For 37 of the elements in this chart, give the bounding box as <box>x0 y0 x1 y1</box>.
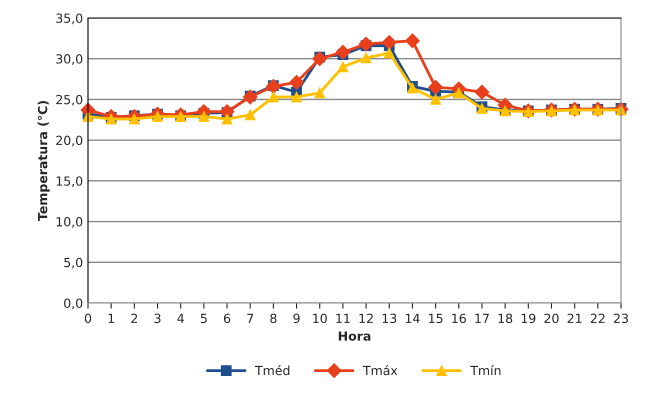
x-tick-label: 13 <box>382 314 396 324</box>
x-tick-label: 3 <box>154 314 160 324</box>
x-tick-label: 17 <box>475 314 489 323</box>
x-tick-label: 19 <box>522 314 536 324</box>
x-tick-label: 18 <box>498 314 512 324</box>
x-tick-label: 0 <box>84 314 92 324</box>
y-tick-label: 35,0 <box>56 13 82 24</box>
x-tick-label: 9 <box>293 314 300 324</box>
x-tick-label: 23 <box>614 314 628 324</box>
x-tick-label: 8 <box>270 314 277 324</box>
x-tick-label: 14 <box>406 314 420 323</box>
y-tick-label: 20,0 <box>56 136 82 146</box>
y-tick-label: 30,0 <box>56 54 82 65</box>
legend-label: Tmáx <box>362 365 398 376</box>
x-axis-title: Hora <box>338 331 370 341</box>
x-tick-label: 15 <box>429 314 442 324</box>
x-tick-label: 21 <box>568 314 582 323</box>
x-tick-label: 20 <box>544 314 559 324</box>
x-tick-label: 7 <box>247 314 254 323</box>
x-tick-label: 22 <box>590 314 605 323</box>
y-tick-label: 15,0 <box>56 176 82 188</box>
x-tick-label: 10 <box>313 314 327 324</box>
x-tick-label: 16 <box>452 314 466 324</box>
y-tick-label: 5,0 <box>64 258 82 268</box>
x-tick-label: 6 <box>224 314 230 324</box>
x-tick-label: 5 <box>200 314 207 324</box>
y-tick-label: 10,0 <box>56 217 82 228</box>
legend-label: Tméd <box>254 365 290 376</box>
x-tick-label: 12 <box>360 314 373 323</box>
y-tick-label: 25,0 <box>56 94 82 106</box>
x-tick-label: 1 <box>108 314 114 323</box>
y-tick-label: 0,0 <box>64 298 82 310</box>
legend-label: Tmín <box>470 365 500 376</box>
y-axis-title: Temperatura (°C) <box>38 101 50 221</box>
x-tick-label: 11 <box>336 314 350 323</box>
x-tick-label: 4 <box>177 314 184 323</box>
x-tick-label: 2 <box>131 314 138 323</box>
